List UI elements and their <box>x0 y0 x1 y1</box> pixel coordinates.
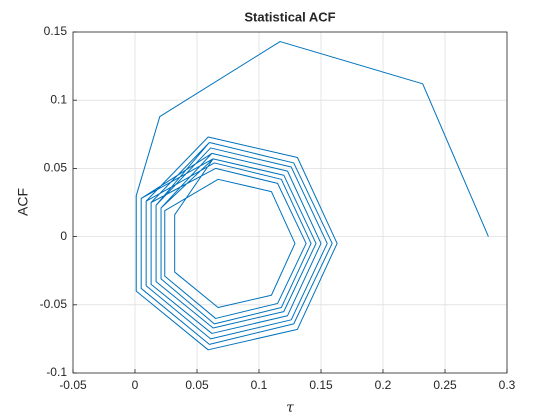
plot-area <box>73 32 507 373</box>
y-tick-label: 0.1 <box>50 92 67 106</box>
marks <box>135 41 489 351</box>
x-tick-label: 0.15 <box>309 378 333 392</box>
y-tick-label: -0.05 <box>40 297 68 311</box>
x-axis-label: τ <box>286 400 294 416</box>
x-tick-label: 0.3 <box>499 378 516 392</box>
x-tick-label: 0 <box>132 378 139 392</box>
data-line <box>135 41 489 351</box>
y-tick-label: -0.1 <box>46 365 67 379</box>
x-tick-label: -0.05 <box>59 378 87 392</box>
x-tick-label: 0.25 <box>433 378 457 392</box>
axes-box <box>72 31 508 374</box>
chart-title: Statistical ACF <box>244 9 335 24</box>
x-tick-label: 0.2 <box>375 378 392 392</box>
y-tick-label: 0.05 <box>44 161 68 175</box>
y-tick-label: 0 <box>60 229 67 243</box>
x-tick-label: 0.1 <box>251 378 268 392</box>
x-tick-label: 0.05 <box>185 378 209 392</box>
y-axis-label: ACF <box>15 188 31 216</box>
y-tick-label: 0.15 <box>44 24 68 38</box>
